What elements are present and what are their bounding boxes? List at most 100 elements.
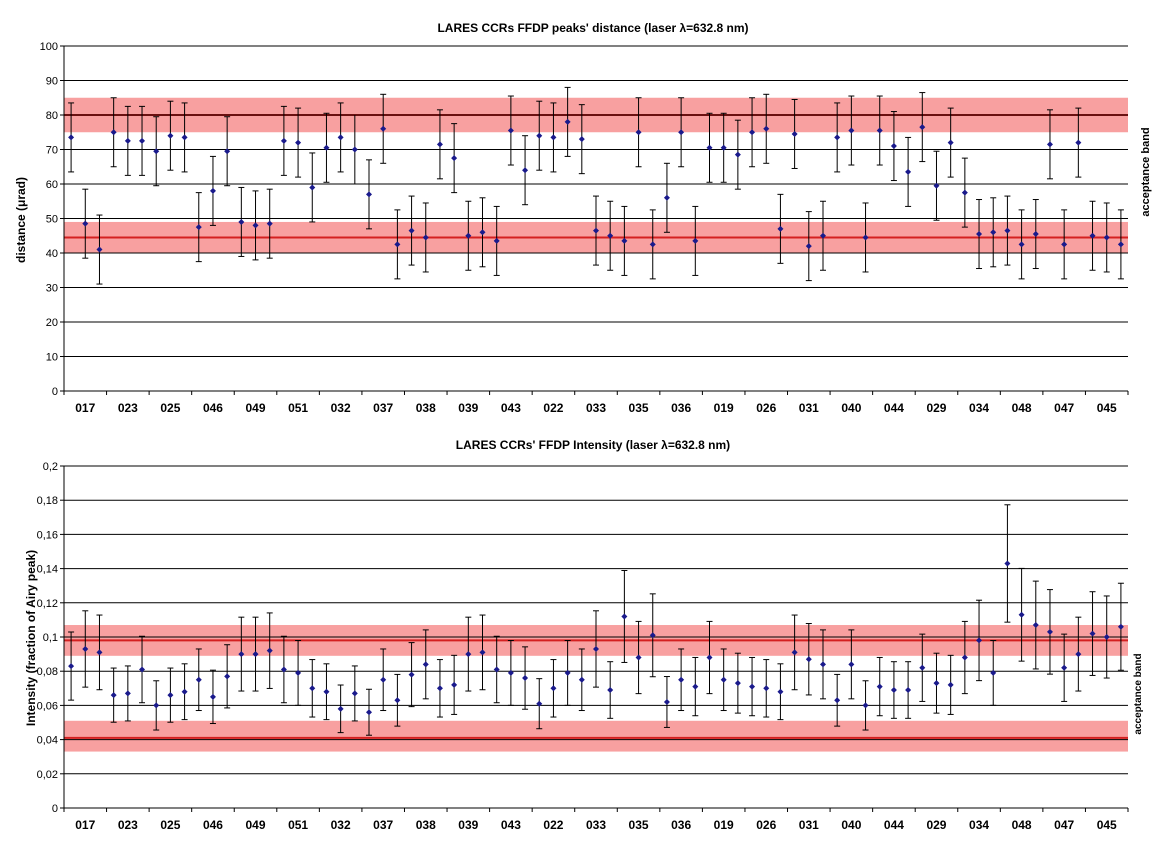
data-point <box>692 683 699 690</box>
x-tick-label: 037 <box>373 818 393 832</box>
data-point <box>1061 241 1068 248</box>
data-point <box>1089 232 1096 239</box>
data-point <box>749 683 756 690</box>
data-point <box>862 702 869 709</box>
x-tick-labels: 017 023 025 046 049 051 032 037 038 039 043 022 033 0… <box>75 401 1117 415</box>
x-tick-label: 029 <box>926 818 946 832</box>
data-point <box>1117 623 1124 630</box>
y-tick-label: 40 <box>46 248 58 260</box>
data-point <box>933 680 940 687</box>
data-point <box>252 651 259 658</box>
x-tick-label: 051 <box>288 401 308 415</box>
data-point <box>635 654 642 661</box>
data-point <box>68 134 75 141</box>
y-tick-label: 0,12 <box>37 598 58 610</box>
y-tick-label: 0,04 <box>37 735 58 747</box>
data-point <box>522 167 529 174</box>
data-point <box>337 705 344 712</box>
y-tick-label: 0,06 <box>37 700 58 712</box>
x-tick-label: 033 <box>586 818 606 832</box>
x-tick-label: 046 <box>203 401 223 415</box>
y-tick-label: 10 <box>46 352 58 364</box>
data-point <box>337 134 344 141</box>
data-point <box>436 685 443 692</box>
data-point <box>678 129 685 136</box>
data-point <box>295 139 302 146</box>
data-point <box>947 139 954 146</box>
x-tick-label: 032 <box>331 818 351 832</box>
data-point <box>649 632 656 639</box>
data-point <box>1075 651 1082 658</box>
data-point <box>493 237 500 244</box>
chart-title: LARES CCRs' FFDP Intensity (laser λ=632.… <box>456 438 730 452</box>
data-point <box>961 654 968 661</box>
data-point <box>465 232 472 239</box>
data-point <box>82 645 89 652</box>
data-point <box>663 698 670 705</box>
data-point <box>678 676 685 683</box>
data-point <box>593 645 599 652</box>
x-tick-label: 035 <box>629 818 649 832</box>
data-point <box>167 132 174 139</box>
x-tick-label: 046 <box>203 818 223 832</box>
data-point <box>876 127 883 134</box>
data-point <box>110 129 117 136</box>
data-point <box>805 243 812 250</box>
data-point <box>238 651 245 658</box>
data-point <box>153 148 160 155</box>
data-point <box>578 136 585 143</box>
data-point <box>578 676 585 683</box>
x-tick-label: 026 <box>756 818 776 832</box>
data-point <box>295 669 302 676</box>
data-point <box>266 220 273 227</box>
data-point <box>536 700 543 707</box>
data-point <box>1075 139 1082 146</box>
x-tick-label: 019 <box>714 401 734 415</box>
y-tick-label: 60 <box>46 179 58 191</box>
data-points <box>68 86 1124 285</box>
data-point <box>791 649 798 656</box>
data-point <box>394 241 401 248</box>
x-tick-labels: 017 023 025 046 049 051 032 037 038 039 043 022 033 0… <box>75 818 1117 832</box>
data-point <box>408 671 415 678</box>
data-point <box>110 692 117 699</box>
data-point <box>819 661 826 668</box>
x-tick-label: 031 <box>799 401 819 415</box>
y-tick-label: 20 <box>46 317 58 329</box>
x-tick-label: 045 <box>1097 818 1117 832</box>
y-axis-label: Intensity (fraction of Airy peak) <box>24 550 38 726</box>
data-point <box>195 224 202 231</box>
data-point <box>96 246 103 253</box>
data-point <box>1004 227 1011 234</box>
x-tick-label: 047 <box>1054 818 1074 832</box>
data-point <box>1032 622 1039 629</box>
data-point <box>1103 234 1110 241</box>
data-point <box>919 124 926 131</box>
data-point <box>124 137 131 144</box>
x-tick-label: 031 <box>799 818 819 832</box>
y-tick-label: 0,18 <box>37 495 58 507</box>
x-tick-label: 025 <box>160 401 180 415</box>
x-tick-label: 040 <box>841 818 861 832</box>
data-point <box>507 127 514 134</box>
y-tick-label: 0,14 <box>37 564 58 576</box>
data-point <box>479 229 486 236</box>
data-point <box>862 234 869 241</box>
x-tick-label: 051 <box>288 818 308 832</box>
data-point <box>791 130 798 137</box>
x-tick-label: 048 <box>1012 818 1032 832</box>
x-tick-label: 045 <box>1097 401 1117 415</box>
data-point <box>507 669 514 676</box>
data-point <box>422 234 429 241</box>
y-tick-label: 100 <box>40 41 58 53</box>
y-tick-label: 0,16 <box>37 529 58 541</box>
data-point <box>593 227 599 234</box>
x-tick-label: 038 <box>416 401 436 415</box>
data-point <box>848 127 855 134</box>
x-tick-label: 044 <box>884 818 904 832</box>
data-point <box>777 225 784 232</box>
data-point <box>522 675 529 682</box>
x-tick-label: 023 <box>118 818 138 832</box>
y-tick-label: 0 <box>52 803 58 815</box>
